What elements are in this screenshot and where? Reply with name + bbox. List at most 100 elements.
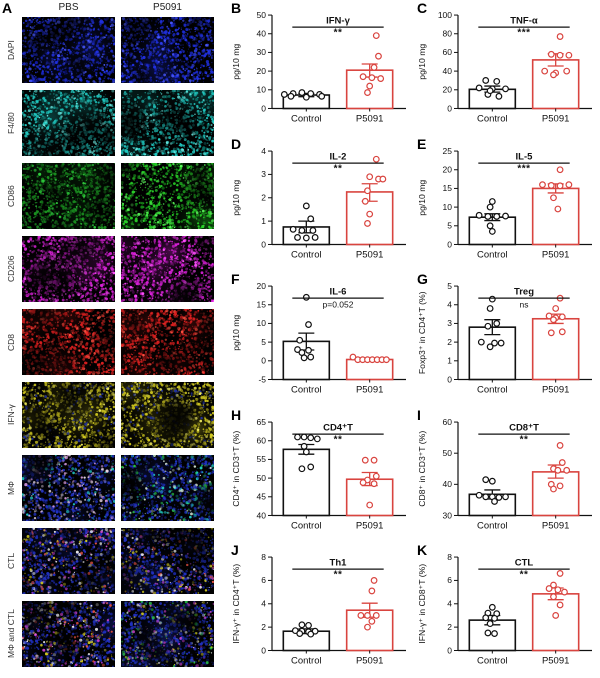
svg-text:IL-5: IL-5 [516, 151, 534, 162]
micrograph-row-label: MΦ and CTL [6, 609, 16, 659]
svg-text:P5091: P5091 [356, 249, 383, 260]
micrograph-row-label: DAPI [6, 40, 16, 60]
svg-text:Control: Control [477, 249, 508, 260]
svg-text:6: 6 [261, 576, 266, 586]
panel-letter-C: C [417, 0, 428, 16]
micrograph-row: F4/80 [0, 90, 228, 156]
chart-svg-H: 40 45 50 55 60 65 CD4⁺ in CD3⁺T (%) Control P509… [231, 417, 406, 531]
svg-text:15: 15 [257, 300, 267, 310]
panel-letter-F: F [231, 271, 240, 288]
svg-text:1: 1 [447, 356, 452, 366]
svg-text:IFN-γ: IFN-γ [326, 16, 350, 27]
svg-text:60: 60 [257, 435, 267, 445]
svg-text:Control: Control [291, 656, 322, 667]
panel-letter-J: J [231, 542, 239, 559]
svg-text:IL-6: IL-6 [330, 287, 347, 298]
svg-text:40: 40 [443, 66, 453, 76]
svg-text:Foxp3⁺ in CD4⁺T (%): Foxp3⁺ in CD4⁺T (%) [417, 292, 427, 375]
chart-svg-F: -5 0 5 10 15 20 pg/10 mg Control P5091 IL-6 p=0.05… [231, 281, 406, 396]
svg-text:CD4⁺ in CD3⁺T (%): CD4⁺ in CD3⁺T (%) [231, 430, 241, 506]
chart-svg-B: 0 10 20 30 40 50 pg/10 mg Control P5091 IFN-γ** [231, 10, 406, 125]
column-header-p5091: P5091 [153, 2, 182, 13]
svg-text:45: 45 [257, 491, 267, 501]
panel-letter-H: H [231, 406, 242, 423]
micrograph-row: IFN-γ [0, 382, 228, 448]
micrograph-row-label: MΦ [6, 481, 16, 495]
svg-text:IFN-γ⁺ in CD8⁺T (%): IFN-γ⁺ in CD8⁺T (%) [417, 564, 427, 644]
svg-text:CTL: CTL [515, 558, 534, 569]
chart-svg-K: 0 2 4 6 8 IFN-γ⁺ in CD8⁺T (%) Control P5091 CTL*… [417, 552, 592, 667]
svg-text:CD8⁺ in CD3⁺T (%): CD8⁺ in CD3⁺T (%) [417, 430, 427, 506]
micrograph-rows: DAPI F4/80 CD86 CD206 CD8 IFN-γ MΦ CTL MΦ and CT… [0, 17, 228, 674]
micrograph-row: MΦ [0, 455, 228, 521]
svg-text:2: 2 [447, 337, 452, 347]
svg-text:0: 0 [261, 646, 266, 656]
svg-text:Control: Control [477, 520, 508, 531]
svg-text:P5091: P5091 [542, 249, 569, 260]
svg-text:20: 20 [443, 85, 453, 95]
micrograph-tile-p5091 [121, 601, 214, 667]
svg-text:10: 10 [257, 85, 267, 95]
micrograph-row-label: F4/80 [6, 112, 16, 134]
svg-text:4: 4 [261, 599, 266, 609]
svg-text:4: 4 [447, 300, 452, 310]
svg-text:**: ** [520, 434, 529, 445]
micrograph-tile-pbs [22, 382, 115, 448]
svg-text:Control: Control [477, 656, 508, 667]
chart-panel-C: C 0 20 40 60 80 100 pg/10 mg Control P5091 TNF-α **… [414, 0, 600, 136]
svg-text:30: 30 [443, 510, 453, 520]
micrograph-tile-p5091 [121, 455, 214, 521]
svg-text:***: *** [517, 163, 530, 174]
svg-text:P5091: P5091 [542, 114, 569, 125]
micrograph-tile-p5091 [121, 163, 214, 229]
micrograph-tile-p5091 [121, 17, 214, 83]
svg-text:0: 0 [447, 374, 452, 384]
svg-text:Treg: Treg [514, 287, 534, 298]
chart-panel-H: H 40 45 50 55 60 65 CD4⁺ in CD3⁺T (%) Control P50… [228, 407, 414, 543]
svg-text:5: 5 [261, 337, 266, 347]
svg-text:20: 20 [257, 281, 267, 291]
svg-text:10: 10 [257, 318, 267, 328]
svg-text:15: 15 [443, 183, 453, 193]
svg-text:8: 8 [447, 552, 452, 562]
svg-text:2: 2 [261, 622, 266, 632]
svg-text:10: 10 [443, 201, 453, 211]
micrograph-tile-p5091 [121, 382, 214, 448]
svg-text:4: 4 [261, 145, 266, 155]
chart-panel-E: E 0 5 10 15 20 25 pg/10 mg Control P5091 IL-5 *** [414, 136, 600, 272]
micrograph-row-label: CD8 [6, 333, 16, 351]
panel-a: A PBS P5091 DAPI F4/80 CD86 CD206 CD8 IFN-γ MΦ… [0, 0, 228, 678]
svg-text:pg/10 mg: pg/10 mg [231, 44, 241, 80]
svg-text:20: 20 [443, 164, 453, 174]
panel-letter-I: I [417, 406, 421, 423]
micrograph-tile-pbs [22, 528, 115, 594]
chart-svg-J: 0 2 4 6 8 IFN-γ⁺ in CD4⁺T (%) Control P5091 Th1*… [231, 552, 406, 667]
panel-letter-D: D [231, 135, 242, 152]
micrograph-tile-pbs [22, 17, 115, 83]
svg-text:2: 2 [261, 192, 266, 202]
chart-svg-G: 0 1 2 3 4 5 Foxp3⁺ in CD4⁺T (%) Control P5091 Tre… [417, 281, 592, 396]
micrograph-tile-pbs [22, 455, 115, 521]
svg-text:Control: Control [291, 249, 322, 260]
svg-text:4: 4 [447, 599, 452, 609]
micrograph-tile-p5091 [121, 528, 214, 594]
chart-panel-I: I 30 40 50 60 CD8⁺ in CD3⁺T (%) Control P5091 CD… [414, 407, 600, 543]
micrograph-row: CTL [0, 528, 228, 594]
micrograph-tile-p5091 [121, 309, 214, 375]
svg-text:40: 40 [443, 479, 453, 489]
svg-text:0: 0 [261, 103, 266, 113]
svg-text:50: 50 [257, 473, 267, 483]
svg-text:P5091: P5091 [542, 656, 569, 667]
svg-text:3: 3 [261, 169, 266, 179]
svg-text:P5091: P5091 [356, 114, 383, 125]
svg-text:0: 0 [261, 356, 266, 366]
micrograph-row: CD206 [0, 236, 228, 302]
chart-panel-K: K 0 2 4 6 8 IFN-γ⁺ in CD8⁺T (%) Control P5091 CTL… [414, 542, 600, 678]
micrograph-row: CD86 [0, 163, 228, 229]
panel-letter-K: K [417, 542, 428, 559]
svg-text:3: 3 [447, 318, 452, 328]
micrograph-row-label: CTL [6, 552, 16, 570]
svg-text:pg/10 mg: pg/10 mg [417, 44, 427, 80]
panel-a-letter: A [2, 0, 13, 16]
